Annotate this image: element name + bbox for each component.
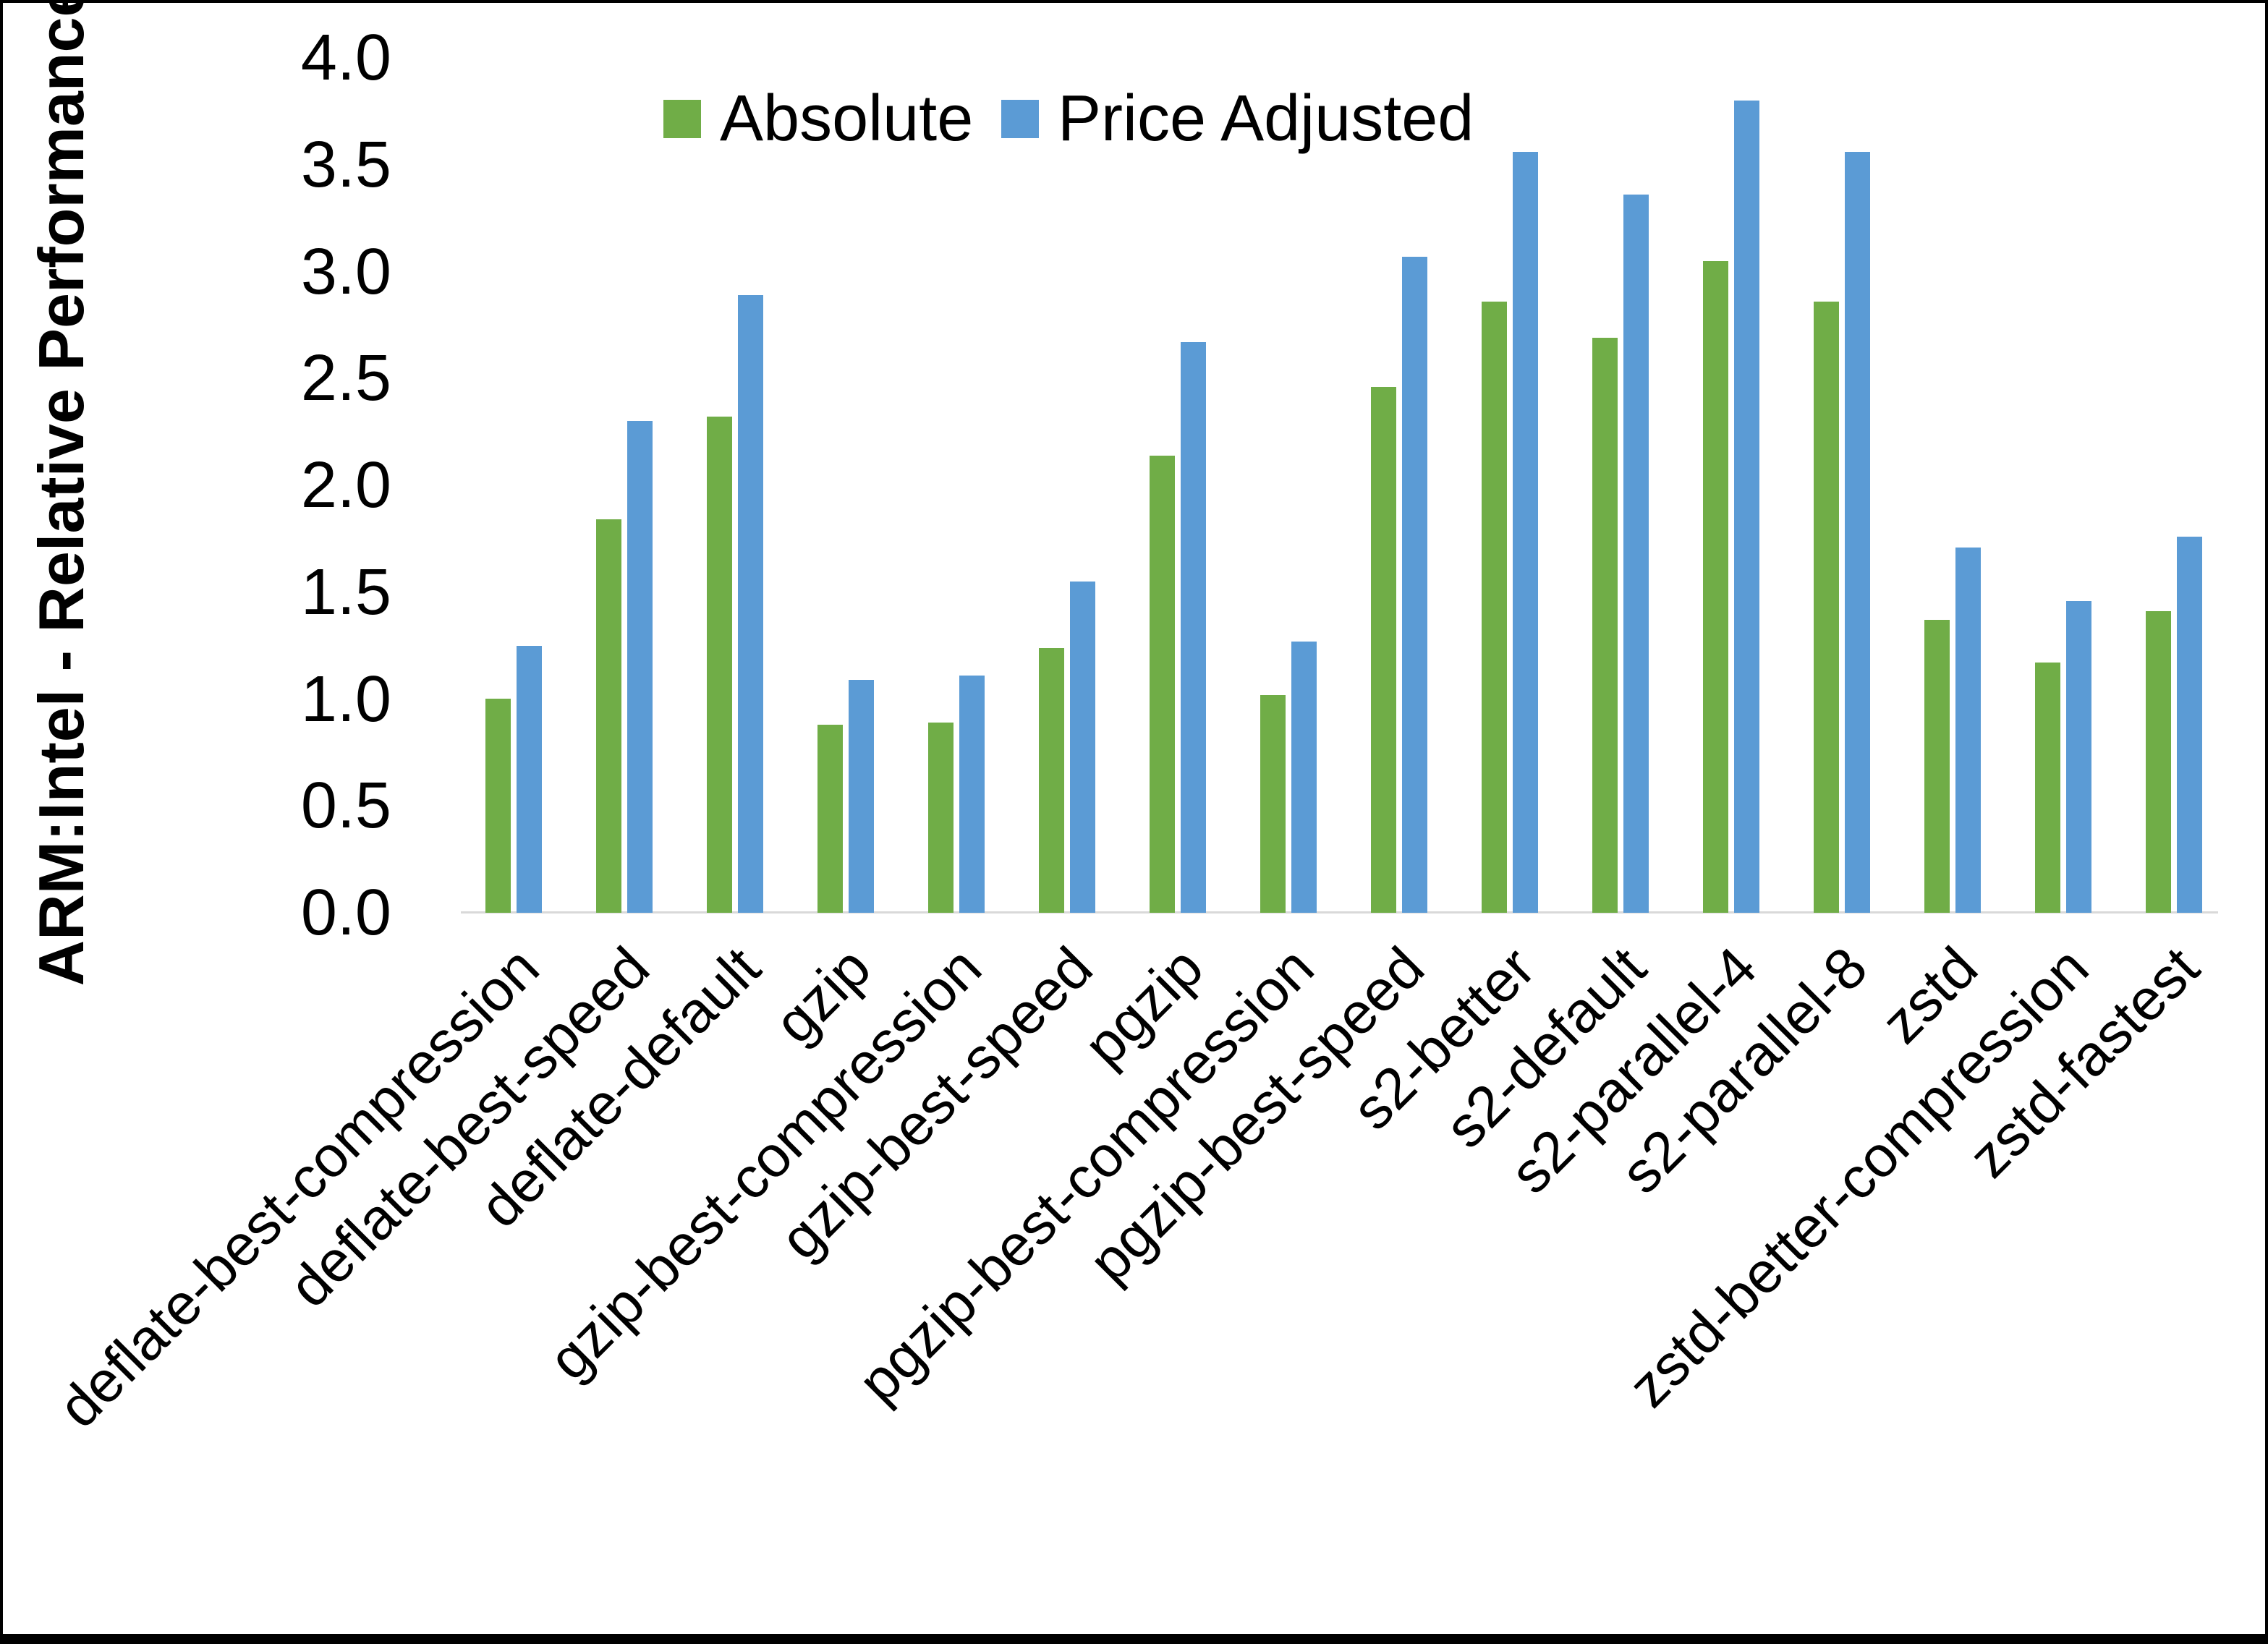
bar-deflate-best-compression-price-adjusted: [517, 646, 542, 913]
legend-item-absolute: Absolute: [663, 86, 973, 151]
bar-deflate-best-speed-absolute: [596, 519, 621, 913]
bar-pgzip-price-adjusted: [1181, 342, 1206, 913]
bar-pgzip-best-compression-price-adjusted: [1291, 642, 1317, 913]
legend-swatch-icon: [663, 99, 701, 138]
bar-zstd-absolute: [1924, 620, 1950, 913]
bar-zstd-better-compression-price-adjusted: [2066, 601, 2091, 913]
y-tick-label: 4.0: [300, 22, 391, 94]
y-tick-label: 2.0: [300, 449, 391, 521]
bar-zstd-better-compression-absolute: [2035, 663, 2060, 913]
legend-swatch-icon: [1001, 99, 1039, 138]
y-tick-label: 2.5: [300, 342, 391, 415]
bar-s2-parallel-8-price-adjusted: [1845, 152, 1870, 913]
bar-gzip-best-speed-absolute: [1039, 648, 1064, 913]
y-tick-label: 1.0: [300, 663, 391, 736]
bar-s2-parallel-8-absolute: [1814, 302, 1839, 913]
bar-gzip-best-speed-price-adjusted: [1070, 582, 1095, 913]
bar-pgzip-best-compression-absolute: [1260, 695, 1286, 913]
bar-pgzip-absolute: [1150, 456, 1175, 913]
y-tick-label: 3.5: [300, 128, 391, 201]
bar-s2-better-absolute: [1482, 302, 1507, 913]
x-axis-line: [461, 911, 2218, 913]
bar-pgzip-best-speed-absolute: [1371, 387, 1396, 913]
bar-gzip-absolute: [817, 725, 843, 913]
bar-deflate-best-compression-absolute: [485, 699, 511, 913]
legend-item-price-adjusted: Price Adjusted: [1001, 86, 1474, 151]
bar-s2-parallel-4-price-adjusted: [1734, 101, 1759, 913]
legend-label: Price Adjusted: [1058, 82, 1474, 155]
y-axis-title: ARM:Intel - Relative Performance: [25, 0, 97, 987]
bar-s2-default-absolute: [1592, 338, 1618, 913]
bar-deflate-default-price-adjusted: [738, 295, 763, 913]
legend-label: Absolute: [720, 82, 974, 155]
y-tick-label: 0.5: [300, 770, 391, 843]
bar-pgzip-best-speed-price-adjusted: [1402, 257, 1427, 913]
bar-zstd-fastest-price-adjusted: [2177, 537, 2202, 913]
bar-deflate-default-absolute: [707, 417, 732, 913]
bar-gzip-best-compression-absolute: [928, 723, 954, 913]
bar-s2-default-price-adjusted: [1623, 195, 1649, 913]
bar-zstd-price-adjusted: [1955, 548, 1981, 913]
bar-deflate-best-speed-price-adjusted: [627, 421, 653, 913]
y-tick-label: 3.0: [300, 235, 391, 308]
bar-gzip-price-adjusted: [849, 680, 874, 913]
bar-zstd-fastest-absolute: [2146, 611, 2171, 913]
y-tick-label: 1.5: [300, 555, 391, 629]
bar-s2-parallel-4-absolute: [1703, 261, 1728, 913]
y-tick-label: 0.0: [300, 877, 391, 949]
bar-gzip-best-compression-price-adjusted: [959, 676, 985, 913]
bar-s2-better-price-adjusted: [1513, 152, 1538, 913]
